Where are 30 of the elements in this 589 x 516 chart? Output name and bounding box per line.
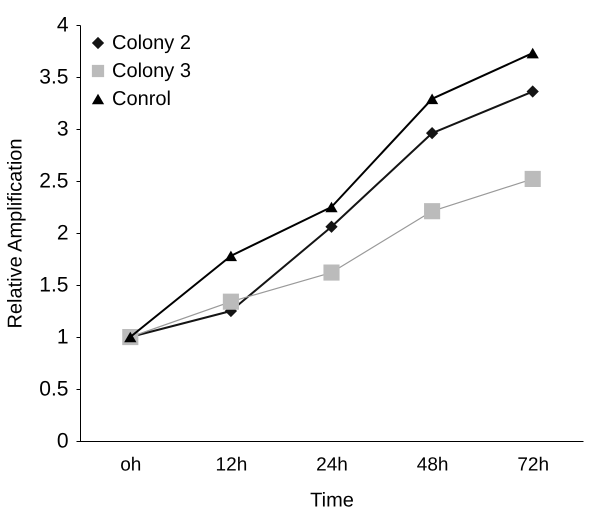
y-tick-label: 4 bbox=[56, 14, 69, 36]
y-tick-label: 1.5 bbox=[39, 274, 68, 296]
point bbox=[524, 170, 541, 187]
x-tick-label: oh bbox=[120, 454, 142, 476]
point bbox=[424, 203, 440, 220]
y-axis-title: Relative Amplification bbox=[4, 138, 26, 329]
point bbox=[426, 94, 438, 104]
point bbox=[222, 294, 239, 310]
x-tick-label: 24h bbox=[316, 454, 348, 476]
x-tick-label: 48h bbox=[416, 454, 448, 476]
point bbox=[325, 202, 338, 212]
y-tick-label: 0.5 bbox=[39, 378, 68, 400]
y-tick-label: 2.5 bbox=[39, 170, 68, 192]
point bbox=[526, 85, 539, 98]
x-tick-label: 12h bbox=[216, 454, 248, 476]
y-tick-label: 2 bbox=[56, 222, 68, 244]
point bbox=[323, 264, 340, 281]
point bbox=[325, 220, 338, 233]
point bbox=[224, 250, 238, 262]
x-tick-label: 72h bbox=[517, 454, 550, 476]
point bbox=[426, 127, 438, 140]
legend-label: Colony 3 bbox=[112, 60, 191, 82]
x-axis-title: Time bbox=[310, 490, 354, 512]
legend-label: Conrol bbox=[112, 88, 171, 110]
y-tick-label: 3.5 bbox=[39, 66, 68, 88]
point bbox=[526, 48, 539, 58]
y-tick-label: 0 bbox=[56, 430, 68, 452]
y-tick-label: 3 bbox=[56, 118, 68, 140]
legend-label: Colony 2 bbox=[112, 32, 191, 54]
y-tick-label: 1 bbox=[56, 326, 68, 348]
